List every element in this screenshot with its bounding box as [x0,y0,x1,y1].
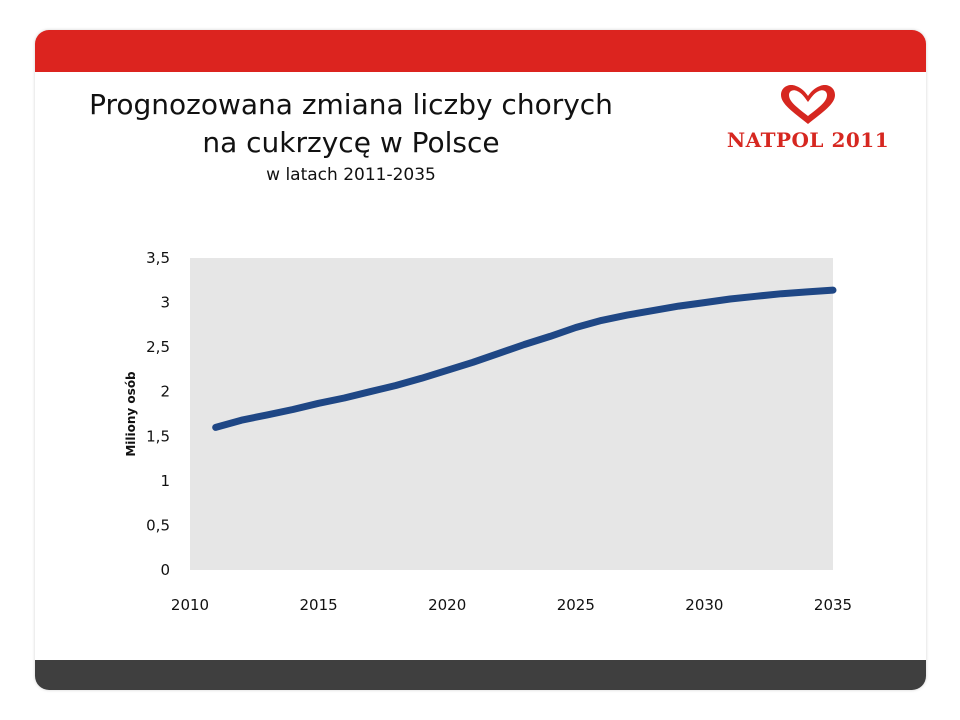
heart-logo-icon [781,85,835,124]
y-tick-label: 3 [160,294,170,312]
logo-text: NATPOL 2011 [726,128,890,152]
x-tick-label: 2025 [557,596,595,614]
top-bar [35,30,926,72]
y-tick-label: 0,5 [146,516,170,534]
x-tick-label: 2015 [300,596,338,614]
title-line-1: Prognozowana zmiana liczby chorych [89,88,613,121]
y-tick-label: 2,5 [146,338,170,356]
y-axis-label: Miliony osób [124,371,138,457]
y-tick-label: 1,5 [146,427,170,445]
subtitle: w latach 2011-2035 [266,165,436,185]
plot-area [190,258,833,570]
natpol-logo: NATPOL 2011 [723,82,893,162]
x-tick-label: 2030 [685,596,723,614]
title-line-2: na cukrzycę w Polsce [202,126,500,159]
y-tick-label: 3,5 [146,249,170,267]
y-tick-label: 0 [160,561,170,579]
x-tick-label: 2010 [171,596,209,614]
x-tick-label: 2020 [428,596,466,614]
x-tick-label: 2035 [814,596,852,614]
y-tick-label: 1 [160,472,170,490]
bottom-bar [35,660,926,690]
y-tick-label: 2 [160,383,170,401]
page-title: Prognozowana zmiana liczby chorych na cu… [35,86,667,188]
series-line [212,286,837,431]
